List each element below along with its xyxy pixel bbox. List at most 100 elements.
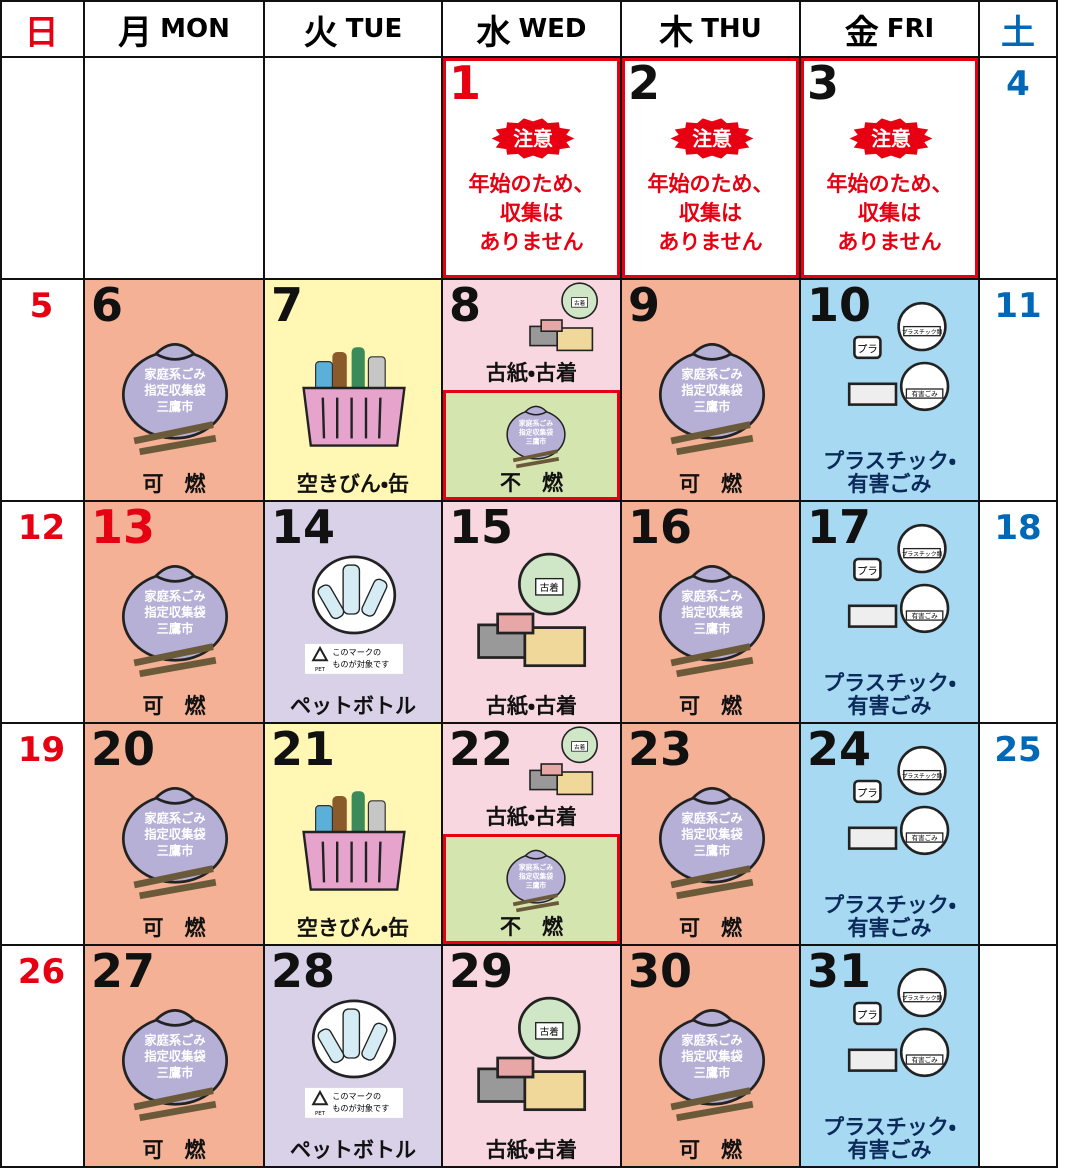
hazard-box <box>847 604 898 628</box>
cardboard <box>556 771 594 796</box>
badge: 注意 <box>670 118 753 159</box>
magazine <box>495 1056 534 1079</box>
weekday-english: WED <box>518 14 587 44</box>
bag-text: 三鷹市 <box>693 621 730 636</box>
pet-note: このマークの <box>332 1091 381 1101</box>
bag-text: 三鷹市 <box>693 1065 730 1080</box>
hazard-box <box>847 1048 898 1072</box>
bag-text: 指定収集袋 <box>144 827 206 842</box>
bag-text: 家庭系ごみ <box>518 418 552 427</box>
category-label: 有害ごみ <box>847 1138 932 1162</box>
day-number: 18 <box>994 508 1042 548</box>
day-number: 19 <box>17 730 66 770</box>
notice-line: 収集は <box>500 201 563 225</box>
pet-icon: PET このマークの ものが対象です <box>305 999 403 1118</box>
category-label: プラスチック・ <box>823 449 956 473</box>
bag-text: 三鷹市 <box>525 437 546 446</box>
cardboard <box>522 626 586 668</box>
day-cell: 30 家庭系ごみ 指定収集袋 三鷹市 可 燃 <box>622 946 801 1168</box>
category-label: プラスチック・ <box>823 893 956 917</box>
header-cell: 火 TUE <box>265 0 443 58</box>
notice-line: 年始のため、 <box>826 172 953 196</box>
category-label: 有害ごみ <box>847 694 932 718</box>
day-cell: 7 空きびん・缶 <box>265 280 443 502</box>
pla-text: プラ <box>857 344 878 356</box>
bag-text: 指定収集袋 <box>681 1049 743 1064</box>
hazard-bag <box>899 583 950 634</box>
plastic-tag <box>903 325 941 337</box>
pet-text: PET <box>315 667 326 673</box>
badge-text: 注意 <box>513 128 553 151</box>
day-number: 1 <box>449 58 482 110</box>
badge-burst <box>491 118 574 159</box>
bag-knot <box>153 1009 197 1027</box>
clothes-text: 古着 <box>539 582 558 594</box>
basket-icon <box>302 791 406 891</box>
day-number: 5 <box>29 286 54 326</box>
bag-text: 指定収集袋 <box>518 872 552 881</box>
bag-text: 家庭系ごみ <box>144 810 205 825</box>
bag-text: 三鷹市 <box>693 399 730 414</box>
basket <box>302 830 406 891</box>
pla-mark <box>853 1001 882 1026</box>
day-number: 12 <box>17 508 66 548</box>
clothes-text: 古着 <box>574 743 586 751</box>
hazard-tag <box>905 1054 944 1065</box>
bag-icon: 家庭系ごみ 指定収集袋 三鷹市 <box>658 343 765 456</box>
plastic-text: プラスチック類 <box>902 994 943 1002</box>
plastic-text: プラスチック類 <box>902 772 943 780</box>
bag-text: 家庭系ごみ <box>681 588 742 603</box>
day-number: 7 <box>271 280 304 332</box>
pet-bottle <box>342 564 361 615</box>
bag-text: 指定収集袋 <box>144 1049 206 1064</box>
plastic-icon: プラスチック類 プラ 有害ごみ <box>847 745 950 856</box>
bag-knot <box>523 405 548 416</box>
clothes-tag <box>571 741 588 752</box>
day-number: 22 <box>449 724 514 776</box>
clothes-text: 古着 <box>574 299 586 307</box>
day-cell <box>0 58 85 280</box>
day-cell: 11 <box>980 280 1058 502</box>
bag-sticks <box>670 421 753 456</box>
bag-text: 家庭系ごみ <box>144 588 205 603</box>
hazard-tag <box>905 610 944 621</box>
bag-text: 指定収集袋 <box>681 383 743 398</box>
bag-icon: 家庭系ごみ 指定収集袋 三鷹市 <box>658 1009 765 1122</box>
pet-bottle <box>361 1022 388 1061</box>
bag-text: 家庭系ごみ <box>681 366 742 381</box>
day-cell: 18 <box>980 502 1058 724</box>
weekday-kanji: 火 <box>303 12 338 53</box>
basket-icon <box>302 347 406 447</box>
day-cell: 3 注意 年始のため、 収集は ありません <box>801 58 980 280</box>
bottle <box>351 791 365 837</box>
header-cell: 木 THU <box>622 0 801 58</box>
bottle <box>351 347 365 393</box>
notice-line: 収集は <box>858 201 921 225</box>
day-number: 23 <box>628 724 693 776</box>
bag-sticks <box>670 1087 753 1122</box>
day-number: 17 <box>807 502 872 554</box>
bag-text: 指定収集袋 <box>144 383 206 398</box>
header-cell: 土 <box>980 0 1058 58</box>
bag-icon: 家庭系ごみ 指定収集袋 三鷹市 <box>121 787 229 900</box>
bag-sticks <box>512 893 559 913</box>
basket <box>302 386 406 447</box>
plastic-tag <box>903 769 941 781</box>
day-cell: 27 家庭系ごみ 指定収集袋 三鷹市 可 燃 <box>85 946 265 1168</box>
hazard-bag <box>899 805 950 856</box>
weekday-kanji: 水 <box>476 12 511 53</box>
day-cell: 19 <box>0 724 85 946</box>
day-cell: 12 <box>0 502 85 724</box>
day-cell: 10 プラスチック類 プラ 有害ごみ プラスチック・ 有害ごみ <box>801 280 980 502</box>
notice-line: ありません <box>479 230 584 254</box>
highlight-frame <box>622 58 799 278</box>
category-label: ペットボトル <box>290 1138 416 1162</box>
day-number: 3 <box>807 58 840 110</box>
hazard-text: 有害ごみ <box>912 833 939 842</box>
category-label: 可 燃 <box>142 472 206 496</box>
hazard-tag <box>905 832 944 843</box>
bag-icon: 家庭系ごみ 指定収集袋 三鷹市 <box>658 787 765 900</box>
bag-text: 三鷹市 <box>157 621 194 636</box>
